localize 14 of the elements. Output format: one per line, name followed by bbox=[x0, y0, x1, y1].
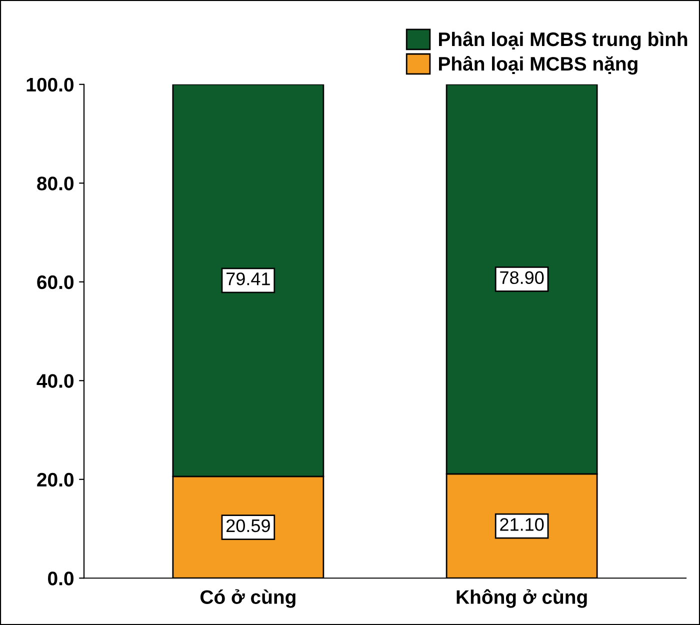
legend-label: Phân loại MCBS nặng bbox=[439, 56, 638, 75]
data-label: 79.41 bbox=[226, 272, 270, 286]
x-tick-label: Không ở cùng bbox=[456, 589, 587, 608]
y-tick-label: 0.0 bbox=[48, 572, 74, 586]
data-label: 20.59 bbox=[226, 519, 270, 532]
y-tick-label: 80.0 bbox=[37, 176, 74, 190]
legend-label: Phân loại MCBS trung bình bbox=[439, 31, 688, 50]
data-label: 21.10 bbox=[500, 518, 544, 531]
y-tick-label: 60.0 bbox=[37, 275, 74, 290]
y-tick-label: 20.0 bbox=[37, 472, 74, 487]
y-tick-label: 40.0 bbox=[36, 374, 74, 388]
x-tick-label: Có ở cùng bbox=[200, 589, 296, 608]
data-label: 78.90 bbox=[500, 271, 544, 284]
y-tick-label: 100.0 bbox=[26, 78, 74, 92]
